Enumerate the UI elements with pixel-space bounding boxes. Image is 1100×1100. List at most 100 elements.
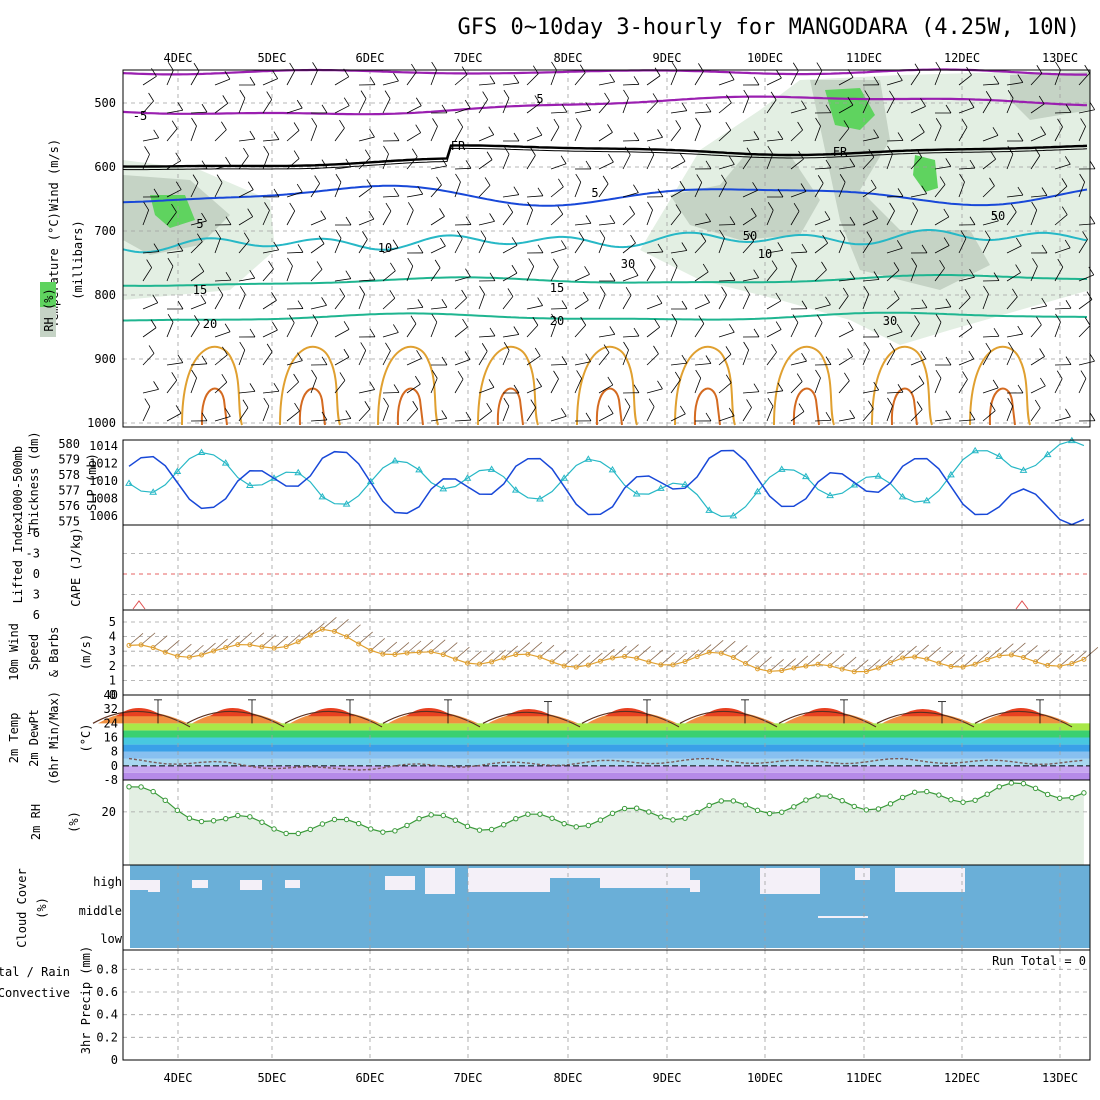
contour-label: 30 — [883, 314, 897, 328]
wind-barb — [660, 652, 676, 666]
wind-speed-point — [186, 654, 192, 660]
wind-barb — [873, 76, 880, 86]
wind-barb — [345, 410, 352, 419]
wind-barb — [502, 212, 514, 226]
wind-barb — [296, 183, 303, 193]
wind-barb — [128, 633, 144, 646]
wind-barb — [1040, 377, 1046, 387]
wind-barb — [608, 153, 614, 163]
contour-label: 50 — [743, 229, 757, 243]
wind-barb — [249, 130, 256, 140]
wind-barb — [364, 149, 371, 158]
wind-speed-point — [924, 656, 930, 662]
wind-barb — [334, 356, 350, 366]
wind-barb — [1007, 90, 1014, 99]
wind-barb — [393, 72, 399, 82]
wind-barb — [718, 102, 732, 114]
wind-barb — [696, 644, 712, 657]
thickness-tick-label: 576 — [58, 499, 80, 513]
top-date-axis: 4DEC 5DEC 6DEC 7DEC 8DEC 9DEC 10DEC 11DEC 12DEC 1… — [164, 51, 1079, 65]
wind-barb — [457, 370, 464, 380]
thickness-point — [1043, 450, 1052, 458]
wind-barb — [798, 150, 804, 160]
wind-barb — [753, 76, 760, 86]
panel-axis-label: Speed — [27, 634, 41, 670]
wind-barb — [801, 300, 808, 309]
wind-barb — [238, 349, 246, 366]
wind-barb — [1078, 126, 1086, 142]
wind-barb — [847, 69, 854, 78]
wind-speed-point — [416, 649, 422, 655]
wind-barb — [221, 373, 228, 383]
pressure-tick-label: 500 — [94, 96, 116, 110]
wind-barb — [612, 645, 627, 659]
wind-barb — [1017, 325, 1024, 335]
wind-barb — [550, 378, 559, 394]
wind-barb — [886, 210, 895, 226]
wind-barb — [1054, 378, 1063, 394]
temp-color-band — [123, 723, 1090, 731]
thickness-point — [487, 465, 496, 472]
wind-barb — [406, 383, 421, 394]
wind-barb — [989, 402, 996, 411]
wind-barb — [296, 99, 303, 109]
wind-barb — [293, 373, 299, 383]
rh-point — [948, 797, 954, 803]
wind-barb — [430, 216, 445, 226]
wind-barb — [1023, 645, 1038, 658]
wind-barb — [166, 265, 174, 282]
wind-barb — [801, 352, 807, 362]
wind-barb — [311, 117, 317, 127]
wind-barb — [705, 103, 712, 113]
wind-barb — [1030, 195, 1047, 198]
wind-barb — [273, 635, 289, 649]
wind-barb — [406, 640, 422, 654]
wind-barb — [430, 639, 446, 653]
wind-barb — [312, 314, 319, 323]
wind-barb — [177, 242, 184, 252]
wind-barb — [609, 215, 616, 224]
wind-barb — [598, 161, 614, 170]
wind-speed-point — [742, 660, 748, 666]
wind-barb — [585, 215, 592, 224]
wind-barb — [801, 243, 808, 253]
wind-barb — [607, 124, 613, 133]
wind-barb — [1035, 649, 1050, 663]
wind-barb — [407, 257, 414, 267]
thickness-point — [1019, 466, 1028, 473]
temp-color-band — [123, 772, 1090, 780]
wind-barb — [406, 357, 422, 366]
wind-barb — [897, 384, 904, 393]
wind-barb — [622, 192, 639, 198]
rh-point — [488, 826, 495, 833]
pressure-tick-label: 900 — [94, 352, 116, 366]
rh-point — [1032, 785, 1039, 792]
rh-point — [271, 826, 277, 832]
wind-barb — [646, 75, 661, 86]
wind-barb — [578, 231, 585, 240]
wind-barb — [502, 272, 518, 282]
panel-axis-label: Cloud Cover — [15, 868, 29, 947]
wind-barb — [249, 383, 256, 392]
wind-barb — [742, 240, 754, 254]
wind-barb — [1006, 153, 1014, 170]
wind-barb — [165, 639, 180, 653]
wind-barb — [152, 294, 159, 303]
thickness-point — [947, 470, 955, 478]
wind-barb — [273, 131, 280, 140]
wind-barb — [705, 213, 711, 222]
wind-barb — [1041, 244, 1048, 254]
wind-barb — [910, 71, 921, 86]
wind-speed-point — [827, 663, 833, 669]
rh-point — [718, 798, 724, 804]
wind-barb — [1061, 206, 1068, 215]
wind-barb — [1030, 356, 1045, 366]
wind-barb — [264, 202, 270, 211]
wind-barb — [945, 158, 952, 167]
wind-barb — [561, 300, 568, 309]
cape-tick-label: -6 — [26, 526, 40, 540]
wind-barb — [993, 328, 1000, 337]
temp-color-band — [123, 744, 1090, 752]
pressure-tick-label: 600 — [94, 160, 116, 174]
wind-barb — [406, 265, 414, 282]
